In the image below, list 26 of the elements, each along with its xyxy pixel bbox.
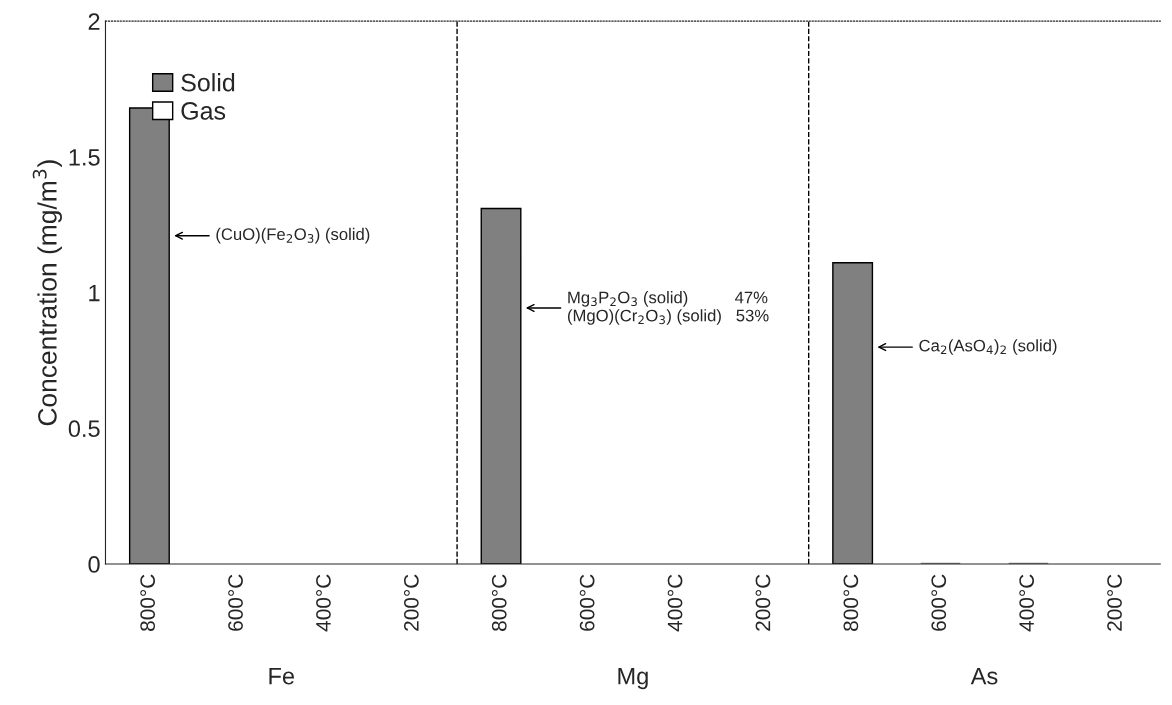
- x-tick-label: 400°C: [316, 574, 331, 632]
- x-tick-label: 400°C: [667, 574, 683, 632]
- x-tick-label: 600°C: [931, 574, 947, 631]
- annotation: (CuO)(Fe$_{2}$O$_{3}$) (solid): [216, 227, 370, 244]
- legend-label: Gas: [181, 102, 226, 120]
- x-tick-label: 800°C: [491, 574, 507, 631]
- y-tick-label: 2: [88, 13, 100, 30]
- x-tick-label: 400°C: [1019, 574, 1035, 632]
- x-tick-label: 200°C: [755, 574, 771, 631]
- text: Mg: [618, 668, 648, 690]
- x-tick-label: 800°C: [843, 574, 859, 631]
- y-tick-label: 0.5: [68, 420, 100, 438]
- x-tick-label: 200°C: [403, 574, 419, 631]
- x-tick-label: 600°C: [228, 574, 243, 631]
- text: As: [970, 668, 998, 685]
- text: Fe: [269, 668, 295, 685]
- x-tick-label: 600°C: [579, 574, 595, 631]
- y-tick-label: 1: [89, 284, 100, 302]
- legend-label: Solid: [181, 73, 235, 92]
- y-tick-label: 0: [88, 556, 100, 573]
- x-tick-label: 800°C: [140, 574, 156, 631]
- annotation: Ca$_{2}$(AsO$_{4}$)$_{2}$ (solid): [919, 339, 1057, 355]
- y-tick-label: 1.5: [69, 149, 100, 166]
- text: Mg$_{3}$P$_{2}$O$_{3}$ (solid) 47% (MgO)(Cr$_{2}$O$_{3}$) (solid) 53%: [567, 291, 769, 325]
- y-axis-title: Concentration (mg/m$^{3}$): [32, 160, 62, 426]
- x-tick-label: 200°C: [1107, 574, 1122, 631]
